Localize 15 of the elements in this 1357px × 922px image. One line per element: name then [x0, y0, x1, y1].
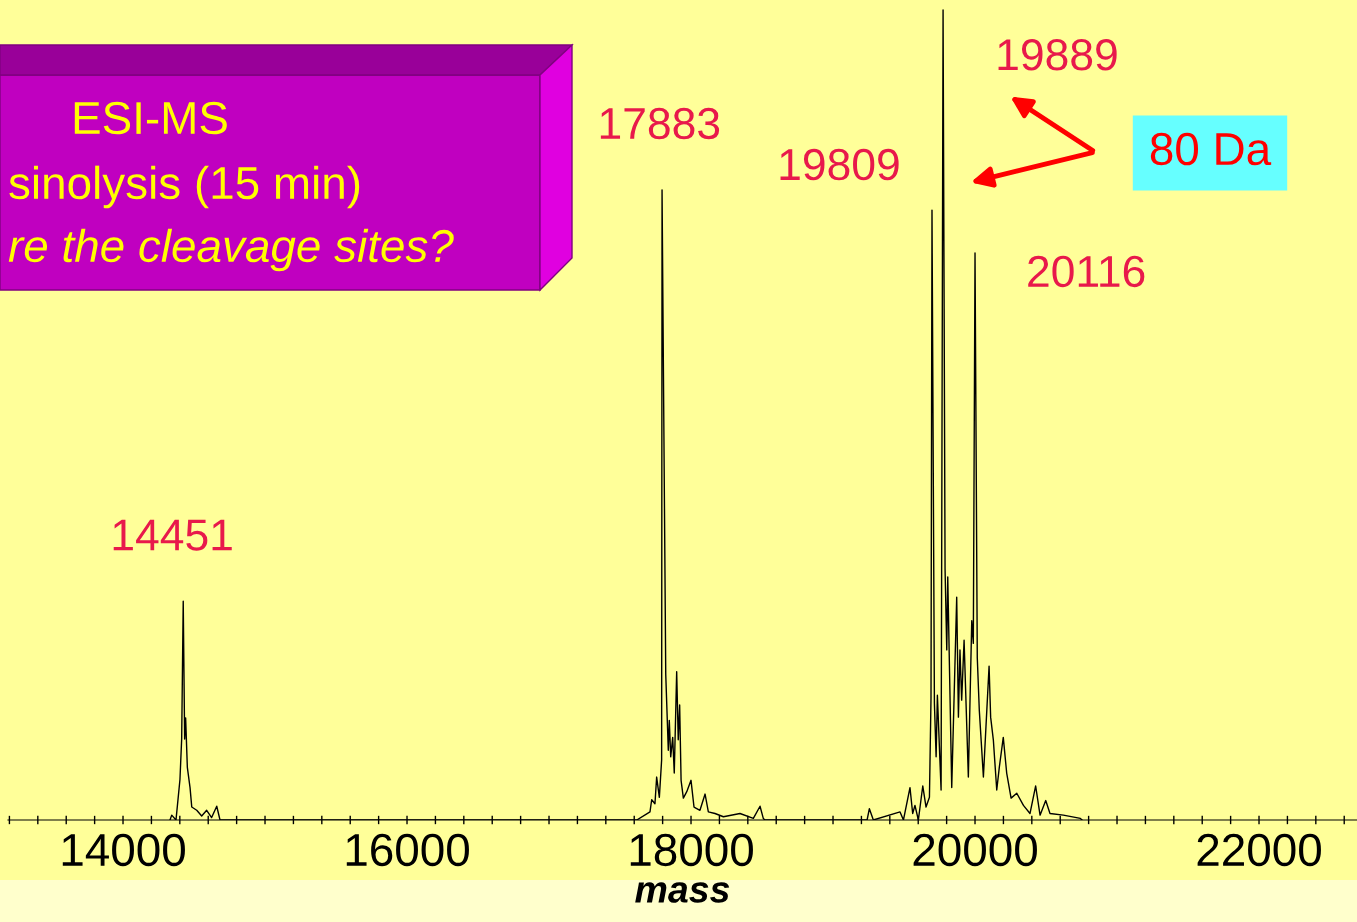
annotation: 19889: [998, 39, 1117, 71]
x-axis-title: mass: [635, 882, 730, 903]
text: ESI-MS: [74, 101, 227, 135]
annotation: 19809: [780, 148, 899, 181]
x-tick-label: 18000: [630, 833, 753, 867]
annotation: re the cleavage sites?: [8, 228, 454, 272]
text: sinolysis (15 min): [9, 165, 360, 209]
x-tick-label: 22000: [1197, 833, 1321, 867]
x-tick-label: 20000: [913, 833, 1037, 867]
annotation: 20116: [1028, 255, 1145, 288]
annotation: 14451: [113, 519, 232, 551]
x-tick-label: 16000: [346, 833, 469, 867]
annotation: 17883: [600, 107, 720, 140]
x-tick-label: 14000: [62, 833, 185, 867]
annotation: 80 Da: [1150, 132, 1272, 166]
